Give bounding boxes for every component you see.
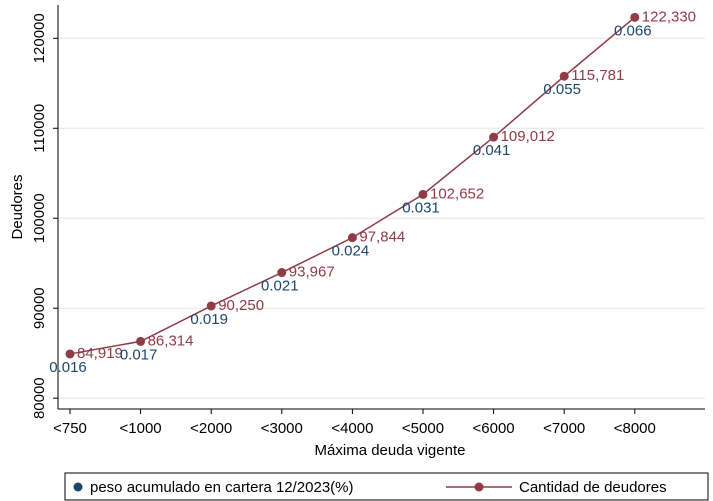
data-label: 0.017 [120, 346, 158, 363]
legend-label: Cantidad de deudores [519, 479, 667, 496]
point [136, 336, 146, 346]
x-tick-label: <5000 [402, 420, 444, 437]
point [277, 268, 287, 278]
x-tick-label: <7000 [543, 420, 585, 437]
point [630, 12, 640, 22]
data-label: 0.016 [49, 359, 87, 376]
y-tick-label: 120000 [31, 13, 48, 63]
x-tick-label: <6000 [473, 420, 515, 437]
data-label: 0.024 [332, 243, 370, 260]
legend-marker [73, 482, 83, 492]
x-tick-label: <4000 [331, 420, 373, 437]
point [418, 189, 428, 199]
x-axis-title: Máxima deuda vigente [315, 442, 466, 459]
data-label: 0.041 [473, 142, 511, 159]
data-label: 122,330 [642, 8, 696, 25]
data-label: 0.031 [402, 199, 440, 216]
data-label: 115,781 [571, 67, 624, 84]
x-tick-label: <1000 [120, 420, 162, 437]
point [65, 349, 75, 359]
point [347, 233, 357, 243]
data-label: 97,844 [359, 229, 405, 246]
data-label: 84,919 [77, 345, 123, 362]
data-label: 109,012 [501, 128, 555, 145]
data-label: 90,250 [218, 297, 264, 314]
x-tick-label: <3000 [261, 420, 303, 437]
legend-label: peso acumulado en cartera 12/2023(%) [90, 479, 354, 496]
point [206, 301, 216, 311]
x-tick-label: <2000 [190, 420, 232, 437]
data-label: 0.021 [261, 277, 299, 294]
y-tick-label: 80000 [31, 377, 48, 419]
data-label: 0.066 [614, 22, 652, 39]
data-label: 102,652 [430, 185, 484, 202]
y-tick-label: 100000 [31, 193, 48, 243]
y-axis-title: Deudores [9, 174, 26, 239]
point [489, 132, 499, 142]
line [69, 16, 636, 355]
x-tick-label: <750 [53, 420, 87, 437]
point [559, 71, 569, 81]
data-label: 86,314 [148, 332, 194, 349]
legend-box [64, 472, 709, 501]
data-label: 0.019 [190, 311, 228, 328]
data-label: 0.055 [543, 81, 581, 98]
legend-marker [474, 482, 484, 492]
x-tick-label: <8000 [614, 420, 656, 437]
y-tick-label: 110000 [31, 104, 48, 153]
data-label: 93,967 [289, 263, 335, 280]
y-tick-label: 90000 [31, 287, 48, 329]
